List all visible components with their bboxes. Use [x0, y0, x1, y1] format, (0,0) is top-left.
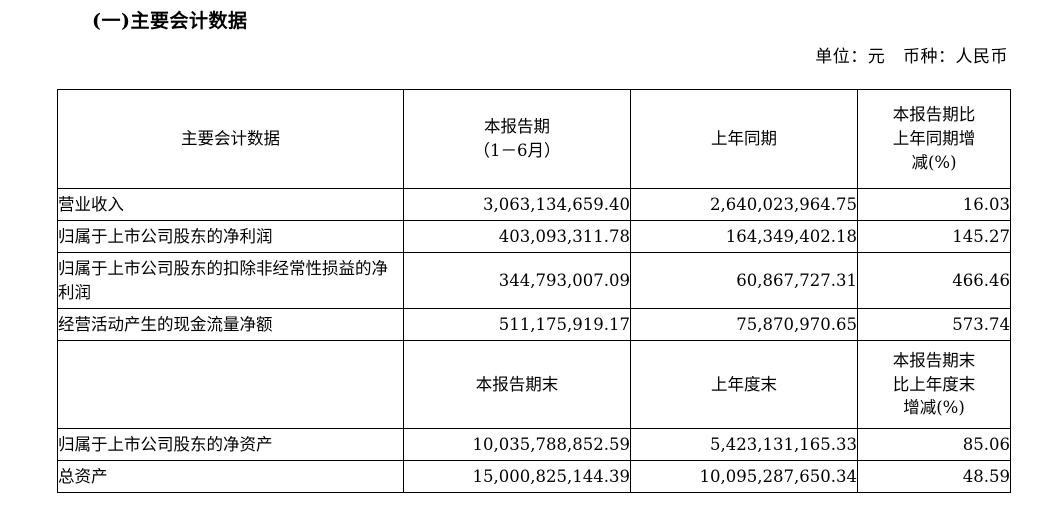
header2-change-line3: 增减(%)	[903, 398, 965, 418]
cell-revenue-current: 3,063,134,659.40	[403, 188, 631, 221]
main-accounting-data-table: 主要会计数据 本报告期 （1－6月） 上年同期 本报告期比 上年同期增 减(%)…	[57, 89, 1011, 493]
header-cell-label: 主要会计数据	[57, 89, 404, 189]
row-label-net-assets: 归属于上市公司股东的净资产	[57, 428, 404, 461]
row-label-net-profit: 归属于上市公司股东的净利润	[57, 220, 404, 253]
cell-revenue-change: 16.03	[857, 188, 1011, 221]
cell-net-assets-previous: 5,423,131,165.33	[630, 428, 858, 461]
row-label-net-profit-deducted: 归属于上市公司股东的扣除非经常性损益的净利润	[57, 252, 404, 309]
header2-cell-empty	[57, 340, 404, 429]
header-change-line1: 本报告期比	[892, 105, 976, 125]
cell-net-profit-deducted-previous: 60,867,727.31	[630, 252, 858, 309]
cell-net-profit-deducted-current: 344,793,007.09	[403, 252, 631, 309]
row-label-total-assets: 总资产	[57, 460, 404, 493]
header-cell-current-period: 本报告期 （1－6月）	[403, 89, 631, 189]
cell-operating-cash-flow-change: 573.74	[857, 308, 1011, 341]
header-change-line2: 上年同期增	[892, 129, 976, 149]
header-current-line2: （1－6月）	[473, 141, 561, 160]
table-header-row-period: 主要会计数据 本报告期 （1－6月） 上年同期 本报告期比 上年同期增 减(%)	[57, 89, 1011, 189]
cell-net-profit-previous: 164,349,402.18	[630, 220, 858, 253]
header-change-line3: 减(%)	[911, 152, 957, 172]
header2-change-line2: 比上年度末	[892, 374, 976, 394]
table-row: 经营活动产生的现金流量净额 511,175,919.17 75,870,970.…	[57, 308, 1011, 341]
header-cell-previous-period: 上年同期	[630, 89, 858, 189]
table-row: 营业收入 3,063,134,659.40 2,640,023,964.75 1…	[57, 188, 1011, 221]
header2-cell-previous-year-end: 上年度末	[630, 340, 858, 429]
cell-net-profit-deducted-change: 466.46	[857, 252, 1011, 309]
cell-net-profit-current: 403,093,311.78	[403, 220, 631, 253]
table-row: 总资产 15,000,825,144.39 10,095,287,650.34 …	[57, 460, 1011, 493]
header-cell-change-pct: 本报告期比 上年同期增 减(%)	[857, 89, 1011, 189]
cell-revenue-previous: 2,640,023,964.75	[630, 188, 858, 221]
cell-total-assets-previous: 10,095,287,650.34	[630, 460, 858, 493]
page-title: (一)主要会计数据	[92, 10, 248, 32]
unit-currency-note: 单位：元 币种：人民币	[815, 47, 1008, 67]
cell-operating-cash-flow-previous: 75,870,970.65	[630, 308, 858, 341]
header2-change-line1: 本报告期末	[892, 350, 976, 370]
header2-cell-current-period-end: 本报告期末	[403, 340, 631, 429]
table-row: 归属于上市公司股东的扣除非经常性损益的净利润 344,793,007.09 60…	[57, 252, 1011, 309]
row-label-operating-cash-flow: 经营活动产生的现金流量净额	[57, 308, 404, 341]
cell-net-assets-change: 85.06	[857, 428, 1011, 461]
cell-net-profit-change: 145.27	[857, 220, 1011, 253]
header2-cell-change-pct: 本报告期末 比上年度末 增减(%)	[857, 340, 1011, 429]
header-current-line1: 本报告期	[484, 117, 550, 137]
cell-operating-cash-flow-current: 511,175,919.17	[403, 308, 631, 341]
cell-total-assets-change: 48.59	[857, 460, 1011, 493]
table-row: 归属于上市公司股东的净资产 10,035,788,852.59 5,423,13…	[57, 428, 1011, 461]
table-header-row-period-end: 本报告期末 上年度末 本报告期末 比上年度末 增减(%)	[57, 340, 1011, 429]
cell-net-assets-current: 10,035,788,852.59	[403, 428, 631, 461]
table-row: 归属于上市公司股东的净利润 403,093,311.78 164,349,402…	[57, 220, 1011, 253]
cell-total-assets-current: 15,000,825,144.39	[403, 460, 631, 493]
row-label-revenue: 营业收入	[57, 188, 404, 221]
